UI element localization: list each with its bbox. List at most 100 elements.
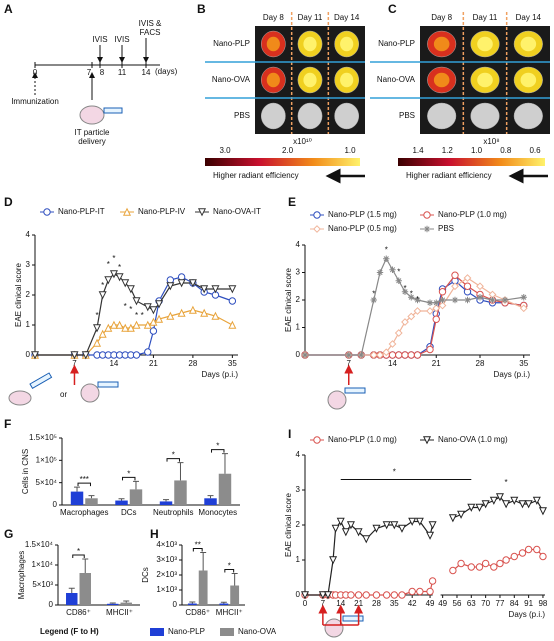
data-point bbox=[439, 296, 446, 304]
y-tick-label: 3 bbox=[296, 268, 301, 277]
data-point bbox=[451, 282, 459, 291]
data-point bbox=[495, 493, 504, 502]
y-tick-label: 3 bbox=[26, 260, 31, 269]
data-point bbox=[370, 296, 377, 304]
significance-label: * bbox=[216, 442, 219, 451]
data-point bbox=[115, 320, 124, 329]
error-bar bbox=[68, 587, 75, 593]
data-point bbox=[104, 276, 113, 285]
error-bar bbox=[88, 495, 95, 499]
bar bbox=[129, 489, 143, 505]
legend-marker bbox=[197, 208, 207, 217]
bar bbox=[120, 602, 132, 605]
data-point bbox=[488, 290, 497, 299]
error-bar bbox=[132, 480, 139, 490]
tissue-image bbox=[260, 102, 286, 130]
annotation: * bbox=[135, 311, 138, 320]
delivery-label: IT particle bbox=[75, 128, 111, 137]
data-point bbox=[200, 285, 209, 294]
annotation: * bbox=[124, 302, 127, 311]
error-bar bbox=[220, 601, 227, 604]
significance-label: * bbox=[228, 562, 231, 571]
mouse-icon bbox=[8, 390, 32, 406]
data-point bbox=[438, 288, 447, 296]
legend-label: Nano-OVA bbox=[238, 627, 277, 636]
bar bbox=[115, 500, 128, 505]
x-tick-label: 49 bbox=[426, 599, 435, 608]
significance-label: * bbox=[77, 547, 80, 556]
data-point bbox=[407, 312, 416, 321]
mouse-icon bbox=[327, 390, 347, 410]
error-bar bbox=[109, 602, 116, 604]
data-point bbox=[510, 552, 518, 561]
data-point bbox=[432, 304, 441, 313]
bar bbox=[219, 603, 229, 605]
x-tick-label: 63 bbox=[467, 599, 476, 608]
column-header: Day 14 bbox=[334, 13, 360, 22]
timeline-tick-label: 8 bbox=[100, 68, 105, 77]
data-point bbox=[132, 351, 141, 359]
data-point bbox=[143, 320, 152, 329]
legend-marker bbox=[423, 211, 431, 219]
data-point bbox=[397, 524, 406, 533]
error-bar bbox=[74, 486, 81, 492]
annotation: * bbox=[505, 478, 508, 487]
tissue-image bbox=[433, 72, 450, 88]
data-point bbox=[476, 282, 484, 291]
mouse-icon bbox=[324, 618, 344, 638]
data-point bbox=[109, 320, 118, 329]
series-line bbox=[305, 274, 524, 356]
x-tick-label: 0 bbox=[303, 599, 308, 608]
annotation: * bbox=[403, 284, 406, 293]
data-point bbox=[524, 545, 533, 554]
x-tick-label: 14 bbox=[388, 359, 397, 368]
data-point bbox=[428, 577, 437, 585]
legend-label: Nano-PLP bbox=[168, 627, 205, 636]
data-point bbox=[345, 351, 352, 359]
data-point bbox=[539, 552, 547, 561]
data-point bbox=[451, 271, 459, 279]
scale-caption: Higher radiant efficiency bbox=[406, 171, 492, 180]
data-point bbox=[467, 563, 476, 571]
data-point bbox=[519, 304, 528, 313]
bar bbox=[85, 498, 98, 505]
data-point bbox=[518, 500, 527, 509]
x-tick-label: 35 bbox=[390, 599, 399, 608]
legend-swatch bbox=[150, 628, 164, 636]
legend-marker bbox=[122, 207, 132, 216]
legend-label: PBS bbox=[438, 224, 454, 233]
data-point bbox=[144, 348, 152, 356]
data-point bbox=[533, 545, 541, 554]
data-point bbox=[448, 514, 457, 523]
x-tick-label: CD86⁺ bbox=[66, 608, 91, 617]
row-label: Nano-PLP bbox=[378, 39, 415, 48]
y-axis-label: Macrophages bbox=[17, 551, 26, 599]
data-point bbox=[347, 591, 355, 599]
data-point bbox=[30, 351, 40, 360]
error-bar bbox=[231, 573, 238, 586]
data-point bbox=[369, 351, 378, 359]
y-axis-label: EAE clinical score bbox=[284, 492, 293, 557]
data-point bbox=[341, 528, 350, 537]
legend-label: Nano-PLP (1.0 mg) bbox=[328, 435, 397, 444]
data-point bbox=[104, 323, 113, 332]
legend-marker bbox=[422, 436, 432, 445]
data-point bbox=[426, 345, 434, 354]
series-line bbox=[35, 309, 233, 356]
data-point bbox=[426, 307, 434, 315]
data-point bbox=[329, 556, 338, 565]
data-point bbox=[166, 282, 175, 291]
y-tick-label: 2×10³ bbox=[156, 570, 177, 579]
x-tick-label: 91 bbox=[524, 599, 533, 608]
data-point bbox=[475, 563, 484, 571]
significance-label: * bbox=[172, 451, 175, 460]
bar bbox=[204, 498, 217, 505]
data-point bbox=[354, 528, 363, 537]
scale-exponent: x10¹⁰ bbox=[293, 137, 312, 146]
data-point bbox=[300, 591, 310, 600]
series-line bbox=[305, 279, 524, 356]
row-label: Nano-OVA bbox=[377, 75, 416, 84]
data-point bbox=[438, 301, 447, 310]
data-point bbox=[501, 296, 509, 304]
data-point bbox=[177, 308, 186, 317]
